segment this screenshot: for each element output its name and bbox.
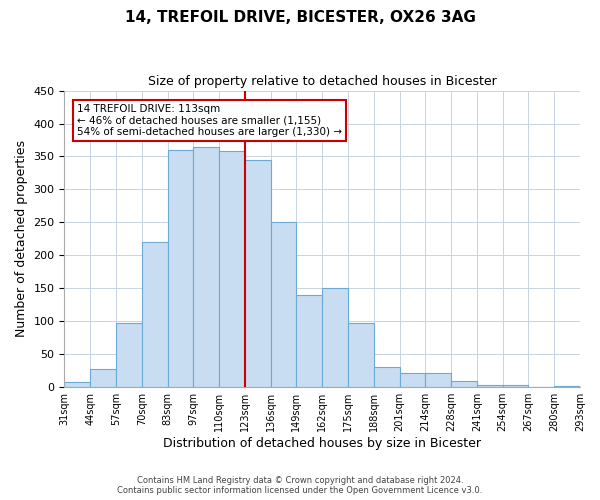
Bar bbox=[90, 368, 116, 387]
Text: 14 TREFOIL DRIVE: 113sqm
← 46% of detached houses are smaller (1,155)
54% of sem: 14 TREFOIL DRIVE: 113sqm ← 46% of detach… bbox=[77, 104, 342, 137]
Text: 14, TREFOIL DRIVE, BICESTER, OX26 3AG: 14, TREFOIL DRIVE, BICESTER, OX26 3AG bbox=[125, 10, 475, 25]
Bar bbox=[116, 322, 142, 387]
Bar bbox=[477, 384, 503, 387]
Bar bbox=[245, 160, 271, 387]
Bar bbox=[554, 386, 580, 387]
Bar bbox=[296, 295, 322, 387]
Bar bbox=[374, 368, 400, 387]
Bar bbox=[219, 151, 245, 387]
Bar bbox=[400, 372, 425, 387]
Text: Contains HM Land Registry data © Crown copyright and database right 2024.
Contai: Contains HM Land Registry data © Crown c… bbox=[118, 476, 482, 495]
Bar bbox=[142, 242, 167, 387]
Y-axis label: Number of detached properties: Number of detached properties bbox=[15, 140, 28, 338]
Bar bbox=[451, 380, 477, 387]
Bar bbox=[503, 384, 529, 387]
Title: Size of property relative to detached houses in Bicester: Size of property relative to detached ho… bbox=[148, 75, 497, 88]
Bar bbox=[322, 288, 348, 387]
X-axis label: Distribution of detached houses by size in Bicester: Distribution of detached houses by size … bbox=[163, 437, 481, 450]
Bar bbox=[271, 222, 296, 387]
Bar bbox=[348, 324, 374, 387]
Bar bbox=[193, 146, 219, 387]
Bar bbox=[64, 382, 90, 387]
Bar bbox=[167, 150, 193, 387]
Bar bbox=[425, 372, 451, 387]
